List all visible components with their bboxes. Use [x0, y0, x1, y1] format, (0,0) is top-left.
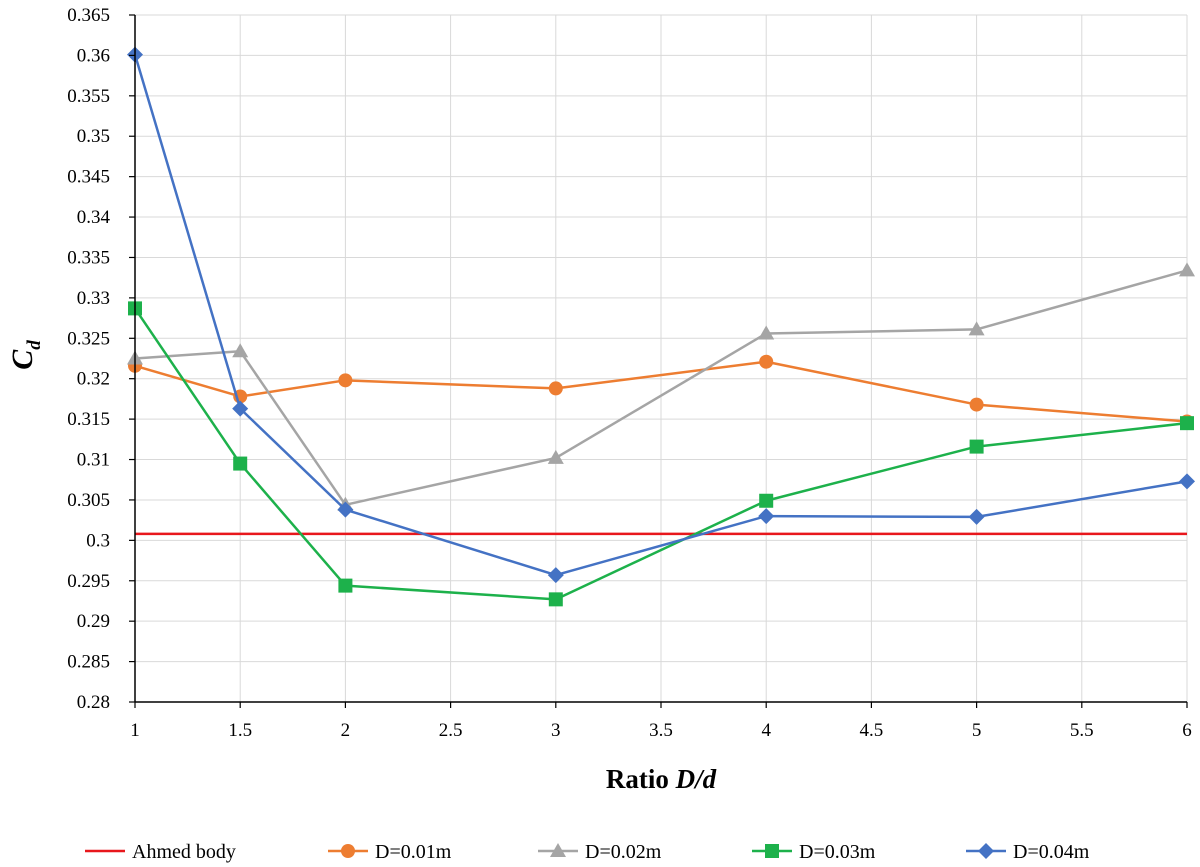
legend-swatch-marker — [978, 843, 994, 859]
y-tick-labels: 0.28 0.285 0.29 0.295 0.3 0.305 0.31 0.315 0.32 0… — [67, 5, 110, 713]
x-tick-label: 5.5 — [1070, 720, 1094, 741]
legend-label: D=0.01m — [375, 841, 452, 863]
y-axis-title-sub: d — [24, 340, 45, 350]
legend-swatch-marker — [765, 844, 779, 858]
data-point-d-0-01m — [338, 373, 353, 388]
y-tick-label: 0.32 — [77, 369, 110, 390]
x-tick-label: 3 — [551, 720, 561, 741]
y-tick-label: 0.29 — [77, 611, 110, 632]
data-point-d-0-02m — [758, 325, 775, 340]
legend-label: D=0.02m — [585, 841, 662, 863]
series-d-0-04m — [127, 46, 1195, 584]
legend-label: Ahmed body — [132, 841, 236, 863]
y-tick-label: 0.35 — [77, 126, 110, 147]
x-tick-label: 2 — [341, 720, 351, 741]
x-axis-title-italic: D/d — [675, 764, 717, 794]
y-axis-title: Cd — [6, 340, 45, 370]
series-group — [127, 46, 1195, 607]
x-tick-label: 6 — [1182, 720, 1192, 741]
legend: Ahmed body D=0.01m D=0.02m D=0.03m D=0.04m — [85, 841, 1090, 863]
y-tick-label: 0.305 — [67, 490, 110, 511]
x-tick-label: 4 — [761, 720, 771, 741]
data-point-d-0-03m — [233, 456, 248, 471]
y-tick-label: 0.325 — [67, 328, 110, 349]
x-tick-label: 3.5 — [649, 720, 673, 741]
x-tick-label: 1.5 — [228, 720, 252, 741]
grid-lines — [134, 14, 1188, 703]
legend-item-ahmed-body: Ahmed body — [85, 841, 236, 863]
y-tick-label: 0.295 — [67, 571, 110, 592]
x-tick-label: 2.5 — [439, 720, 463, 741]
series-d-0-03m — [128, 301, 1194, 607]
y-tick-label: 0.28 — [77, 692, 110, 713]
data-point-d-0-02m — [968, 321, 985, 336]
y-tick-label: 0.345 — [67, 167, 110, 188]
data-point-d-0-02m — [232, 343, 249, 358]
legend-label: D=0.03m — [799, 841, 876, 863]
y-tick-label: 0.335 — [67, 247, 110, 268]
data-point-d-0-04m — [547, 567, 564, 584]
data-point-d-0-03m — [338, 578, 353, 593]
data-point-d-0-04m — [758, 508, 775, 525]
axes — [129, 14, 1188, 708]
y-tick-label: 0.285 — [67, 652, 110, 673]
y-tick-label: 0.315 — [67, 409, 110, 430]
data-point-d-0-04m — [232, 400, 249, 417]
data-point-d-0-01m — [969, 397, 984, 412]
y-tick-label: 0.34 — [77, 207, 111, 228]
data-point-d-0-04m — [968, 508, 985, 525]
data-point-d-0-03m — [548, 592, 563, 607]
y-tick-label: 0.31 — [77, 450, 110, 471]
y-tick-label: 0.3 — [86, 530, 110, 551]
x-tick-label: 4.5 — [860, 720, 884, 741]
legend-label: D=0.04m — [1013, 841, 1090, 863]
legend-item-d-0-04m: D=0.04m — [966, 841, 1090, 863]
legend-swatch-marker — [341, 844, 355, 858]
legend-item-d-0-01m: D=0.01m — [328, 841, 452, 863]
data-point-d-0-04m — [337, 501, 354, 518]
legend-item-d-0-03m: D=0.03m — [752, 841, 876, 863]
y-tick-label: 0.365 — [67, 5, 110, 26]
x-tick-label: 1 — [130, 720, 140, 741]
y-tick-label: 0.355 — [67, 86, 110, 107]
data-point-d-0-02m — [547, 449, 564, 464]
x-tick-labels: 1 1.5 2 2.5 3 3.5 4 4.5 5 5.5 6 — [130, 720, 1192, 741]
data-point-d-0-03m — [969, 439, 984, 454]
data-point-d-0-04m — [1179, 473, 1195, 490]
x-axis-title: Ratio D/d — [606, 764, 717, 794]
x-tick-label: 5 — [972, 720, 982, 741]
y-axis-title-main: C — [6, 349, 39, 370]
x-axis-title-prefix: Ratio — [606, 764, 676, 794]
data-point-d-0-01m — [548, 381, 563, 396]
data-point-d-0-03m — [759, 493, 774, 508]
y-tick-label: 0.36 — [77, 45, 110, 66]
data-point-d-0-02m — [1179, 262, 1195, 277]
data-point-d-0-03m — [1180, 416, 1194, 431]
legend-swatch-marker — [550, 843, 566, 857]
data-point-d-0-01m — [759, 354, 774, 369]
legend-item-d-0-02m: D=0.02m — [538, 841, 662, 863]
y-tick-label: 0.33 — [77, 288, 110, 309]
